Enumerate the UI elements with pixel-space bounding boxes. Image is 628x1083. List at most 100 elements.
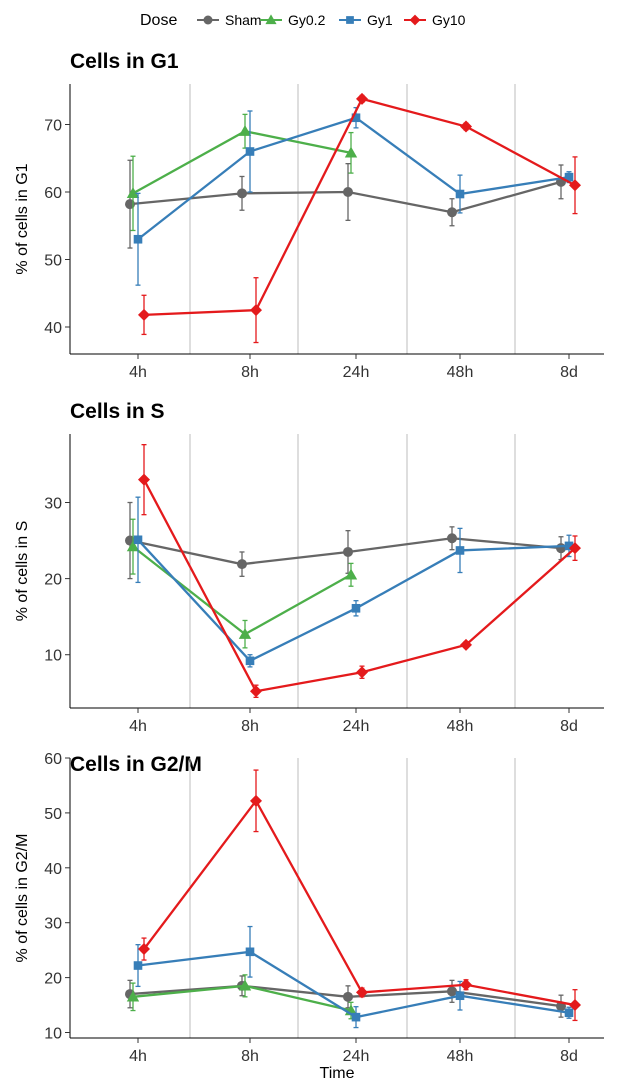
series-sham — [125, 159, 566, 249]
series-line — [143, 798, 576, 1007]
legend-marker-circle — [203, 15, 213, 25]
series-line — [129, 180, 562, 214]
data-point — [556, 543, 566, 554]
data-point — [569, 999, 581, 1012]
data-point — [343, 546, 353, 557]
data-point — [356, 92, 368, 105]
legend-label: Gy1 — [367, 12, 393, 28]
data-point — [569, 542, 581, 555]
legend-title: Dose — [140, 12, 177, 29]
x-tick-label: 24h — [343, 1048, 370, 1065]
data-point — [343, 187, 353, 197]
data-point — [564, 541, 574, 551]
data-point — [250, 794, 262, 807]
x-tick-label: 24h — [343, 718, 370, 735]
panel-title: Cells in S — [70, 400, 165, 423]
series-gy10 — [138, 444, 581, 698]
data-point — [250, 685, 262, 698]
y-tick-label: 30 — [44, 916, 62, 933]
data-point — [351, 113, 361, 123]
x-tick-label: 8h — [241, 718, 259, 735]
data-point — [455, 991, 465, 1001]
data-point — [133, 234, 143, 244]
y-tick-label: 50 — [44, 253, 62, 270]
series-gy1 — [133, 496, 574, 668]
y-tick-label: 60 — [44, 185, 62, 202]
data-point — [351, 1012, 361, 1022]
data-point — [460, 638, 472, 651]
data-point — [238, 125, 252, 136]
x-tick-label: 48h — [447, 718, 474, 735]
series-gy02 — [126, 518, 358, 649]
data-point — [455, 189, 465, 199]
data-point — [245, 656, 255, 666]
x-tick-label: 8d — [560, 1048, 578, 1065]
y-tick-label: 50 — [44, 806, 62, 823]
y-axis-title: % of cells in S — [14, 521, 31, 621]
legend-marker-triangle — [265, 14, 277, 25]
y-axis-title: % of cells in G2/M — [14, 834, 31, 963]
legend-marker-square — [346, 16, 354, 24]
data-point — [237, 188, 247, 199]
data-point — [356, 986, 368, 999]
y-tick-label: 70 — [44, 118, 62, 135]
x-tick-label: 8d — [560, 364, 578, 381]
panel-3: Cells in G2/M 10 20 30 40 50 60 4h 8h 24h 48h 8d % o… — [14, 751, 604, 1065]
x-tick-label: 4h — [129, 1048, 147, 1065]
data-point — [133, 961, 143, 970]
y-tick-label: 10 — [44, 1026, 62, 1043]
data-point — [138, 308, 150, 321]
legend-marker-diamond — [409, 14, 421, 26]
legend-entry-gy1: Gy1 — [339, 12, 393, 28]
x-tick-label: 8h — [241, 1048, 259, 1065]
data-point — [138, 943, 150, 956]
data-point — [138, 473, 150, 486]
x-tick-label: 48h — [447, 364, 474, 381]
series-line — [142, 479, 576, 693]
legend: Dose Sham Gy0.2 Gy1 Gy10 — [140, 12, 466, 29]
legend-entry-gy02: Gy0.2 — [260, 12, 326, 28]
data-point — [126, 990, 140, 1002]
series-line — [137, 116, 570, 241]
series-gy1 — [133, 106, 574, 286]
x-tick-label: 4h — [129, 718, 147, 735]
data-point — [238, 627, 252, 639]
y-tick-label: 40 — [44, 320, 62, 337]
data-point — [447, 986, 457, 997]
y-tick-label: 20 — [44, 572, 62, 589]
data-point — [133, 535, 143, 545]
data-point — [250, 304, 262, 317]
panel-title: Cells in G1 — [70, 50, 179, 73]
x-axis-title: Time — [320, 1065, 355, 1082]
legend-label: Gy10 — [432, 12, 466, 28]
x-tick-label: 8h — [241, 364, 259, 381]
series-line — [143, 97, 576, 316]
panel-title: Cells in G2/M — [70, 753, 202, 776]
chart-panels: Cells in G1 40 50 60 70 4h 8h 24h 48h 8d % of cell… — [14, 50, 604, 1065]
x-tick-label: 24h — [343, 364, 370, 381]
y-tick-label: 40 — [44, 861, 62, 878]
data-point — [245, 947, 255, 957]
x-tick-label: 4h — [129, 364, 147, 381]
data-point — [564, 172, 574, 182]
data-point — [447, 207, 457, 218]
y-tick-label: 30 — [44, 496, 62, 513]
series-gy1 — [133, 925, 574, 1029]
series-gy10 — [138, 769, 581, 1022]
y-tick-label: 20 — [44, 971, 62, 988]
legend-label: Sham — [225, 12, 262, 28]
y-axis-title: % of cells in G1 — [14, 163, 31, 274]
series-gy10 — [138, 92, 581, 344]
data-point — [245, 147, 255, 156]
data-point — [351, 603, 361, 613]
data-point — [460, 120, 472, 133]
data-point — [343, 991, 353, 1002]
data-point — [344, 568, 358, 580]
series-gy02 — [126, 974, 358, 1020]
y-tick-label: 60 — [44, 751, 62, 768]
data-point — [564, 1008, 574, 1018]
panel-1: Cells in G1 40 50 60 70 4h 8h 24h 48h 8d % of cell… — [14, 50, 604, 381]
panel-2: Cells in S 10 20 30 4h 8h 24h 48h 8d % of cells i… — [14, 400, 604, 735]
series-gy02 — [126, 113, 358, 232]
